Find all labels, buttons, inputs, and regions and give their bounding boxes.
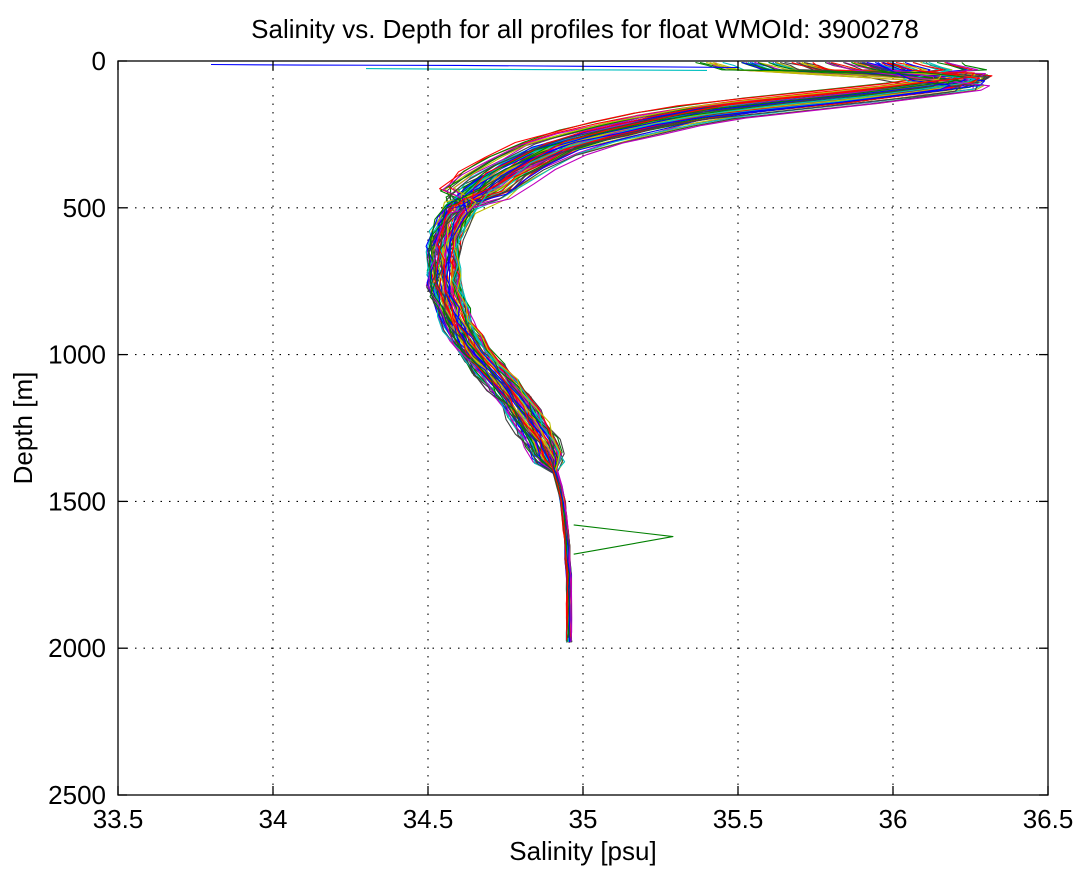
- y-tick-label: 1500: [48, 486, 106, 516]
- x-tick-label: 35: [569, 804, 598, 834]
- profile-line: [435, 61, 939, 640]
- profile-line: [436, 61, 975, 641]
- spike-outlier-line: [573, 524, 674, 555]
- y-tick-label: 500: [63, 193, 106, 223]
- x-tick-label: 35.5: [713, 804, 764, 834]
- profile-line: [453, 62, 942, 639]
- x-tick-label: 34.5: [403, 804, 454, 834]
- y-tick-label: 0: [92, 46, 106, 76]
- y-axis: 0 500 1000 1500 2000 2500: [48, 46, 1048, 810]
- chart-title: Salinity vs. Depth for all profiles for …: [251, 14, 919, 44]
- x-tick-label: 34: [259, 804, 288, 834]
- grid-lines: [118, 61, 1048, 795]
- x-tick-label: 36: [879, 804, 908, 834]
- x-tick-label: 33.5: [93, 804, 144, 834]
- y-tick-label: 2500: [48, 780, 106, 810]
- y-axis-label: Depth [m]: [8, 372, 38, 485]
- x-axis-label: Salinity [psu]: [509, 836, 656, 866]
- surface-outlier-line: [365, 68, 708, 71]
- x-axis: 33.5 34 34.5 35 35.5 36 36.5: [93, 61, 1074, 834]
- profile-lines: [210, 61, 993, 643]
- x-tick-label: 36.5: [1023, 804, 1074, 834]
- y-tick-label: 2000: [48, 633, 106, 663]
- y-tick-label: 1000: [48, 340, 106, 370]
